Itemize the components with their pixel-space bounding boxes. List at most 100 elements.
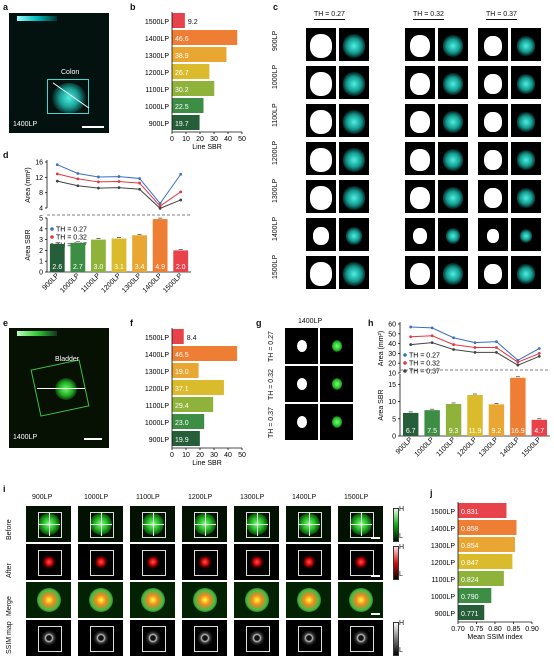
series-point	[158, 204, 162, 208]
chart-b: 1500LP 9.2 1400LP 46.6 1300LP 38.9 1200LP 26.7 1…	[145, 12, 246, 151]
legend-label: TH = 0.27	[409, 353, 440, 360]
series-point	[97, 186, 100, 190]
sbr-bar	[111, 238, 127, 272]
roi-box	[142, 512, 166, 538]
roi-box	[90, 550, 114, 576]
scale-bar	[84, 438, 102, 440]
mask-thumbnail	[306, 28, 336, 61]
bar	[172, 30, 238, 45]
fluorescence-thumbnail	[339, 28, 369, 61]
mask-thumbnail	[478, 28, 508, 61]
mask-blob	[413, 227, 427, 244]
row-label: Merge	[6, 596, 13, 616]
mask-blob	[310, 261, 332, 286]
x-tick-label: 0	[170, 136, 174, 143]
category-label: 1400LP	[145, 36, 169, 43]
signal-blob	[343, 109, 365, 134]
fluorescence-thumbnail	[339, 104, 369, 137]
series-point	[473, 351, 477, 354]
x-tick-label: 1000LP	[414, 436, 436, 458]
bar	[172, 414, 205, 429]
fluorescence-thumbnail	[339, 218, 369, 251]
area-y-tick-label: 12	[35, 175, 43, 182]
signal-blob	[517, 149, 535, 170]
series-point	[409, 325, 413, 329]
profile-line	[153, 512, 154, 536]
panel-f-letter: f	[130, 318, 133, 328]
mask-blob	[310, 71, 332, 96]
merge-thumbnail	[286, 582, 331, 618]
sbr-bar	[445, 403, 462, 436]
series-point	[138, 187, 141, 191]
series-point	[516, 363, 520, 367]
roi-box	[246, 550, 270, 576]
row-label: 1100LP	[272, 102, 279, 127]
series-point	[76, 184, 80, 188]
category-label: 1100LP	[145, 403, 169, 410]
bar	[172, 81, 215, 96]
mask-blob	[410, 72, 430, 95]
roi-box	[194, 512, 218, 538]
signal-blob	[36, 588, 61, 612]
row-label: SSIM map	[6, 621, 13, 654]
signal-blob	[352, 630, 369, 646]
x-axis-label: Line SBR	[192, 460, 222, 467]
panel-b-letter: b	[130, 2, 136, 12]
roi-box	[194, 626, 218, 652]
area-y-tick-label: 30	[388, 351, 396, 358]
colorbar-hi-label: H	[399, 506, 405, 513]
fluorescence-thumbnail	[511, 66, 541, 99]
signal-blob	[144, 630, 161, 646]
data-label: 26.7	[175, 70, 189, 77]
x-tick-label: 0.90	[525, 626, 539, 633]
signal-blob	[443, 262, 463, 285]
before-thumbnail	[338, 506, 383, 542]
scale-bar	[371, 613, 380, 615]
x-tick-label: 50	[238, 452, 246, 459]
before-thumbnail	[234, 506, 279, 542]
mask-thumbnail	[478, 256, 508, 289]
mask-thumbnail	[405, 142, 435, 175]
merge-thumbnail	[26, 582, 71, 618]
column-header: 1400LP	[292, 494, 317, 501]
mask-blob	[296, 416, 307, 428]
data-label: 0.824	[461, 577, 479, 584]
bar	[458, 537, 515, 552]
sbr-bar	[403, 412, 419, 436]
ssim-thumbnail	[78, 620, 123, 656]
bar	[458, 571, 504, 586]
fluorescence-thumbnail	[511, 104, 541, 137]
panel-d-letter: d	[3, 150, 9, 160]
series-point	[495, 351, 498, 354]
bar	[458, 503, 507, 518]
x-tick-label: 0.85	[507, 626, 521, 633]
ssim-thumbnail	[286, 620, 331, 656]
sbr-data-label: 16.9	[511, 428, 525, 435]
roi-box	[90, 626, 114, 652]
series-point	[158, 202, 162, 205]
ssim-thumbnail	[182, 620, 227, 656]
fluorescence-thumbnail	[438, 66, 468, 99]
legend-label: TH = 0.27	[56, 227, 87, 234]
after-thumbnail	[182, 544, 227, 580]
category-label: 1200LP	[145, 70, 169, 77]
panel-e-letter: e	[3, 318, 9, 328]
series-point	[430, 341, 434, 345]
profile-line	[257, 512, 258, 536]
category-label: 1200LP	[431, 560, 455, 567]
signal-blob	[197, 555, 212, 569]
data-label: 19.9	[175, 437, 189, 444]
bar	[458, 605, 485, 620]
sbr-bar	[91, 239, 106, 272]
area-y-tick-label: 16	[35, 160, 43, 167]
x-tick-label: 30	[210, 452, 218, 459]
data-label: 22.5	[175, 104, 189, 111]
sbr-bar	[488, 404, 505, 436]
mask-thumbnail	[306, 180, 336, 213]
mask-thumbnail	[478, 104, 508, 137]
mask-blob	[484, 187, 502, 208]
mask-blob	[296, 340, 307, 352]
sbr-data-label: 2.7	[73, 264, 83, 271]
mask-blob	[484, 35, 502, 56]
series-point	[516, 360, 520, 364]
